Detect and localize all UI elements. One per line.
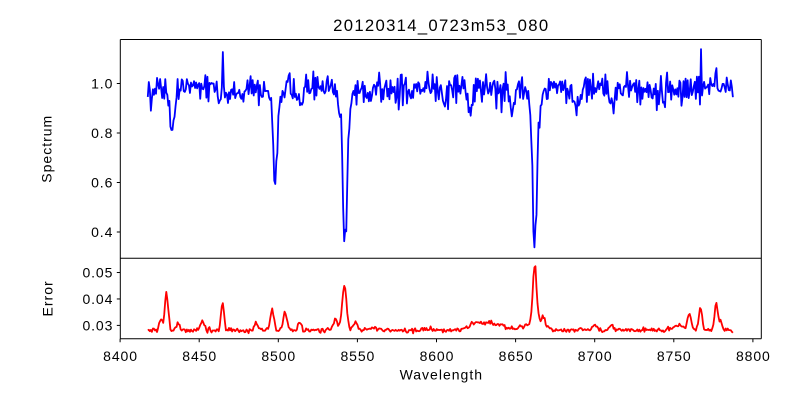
svg-text:20120314_0723m53_080: 20120314_0723m53_080 xyxy=(333,16,549,35)
svg-text:Error: Error xyxy=(40,280,56,316)
svg-text:8650: 8650 xyxy=(499,348,534,364)
svg-text:8600: 8600 xyxy=(420,348,455,364)
svg-text:0.6: 0.6 xyxy=(91,175,113,191)
svg-text:8700: 8700 xyxy=(578,348,613,364)
svg-text:Spectrum: Spectrum xyxy=(39,115,55,183)
svg-text:0.03: 0.03 xyxy=(82,318,113,334)
svg-text:1.0: 1.0 xyxy=(91,76,113,92)
svg-text:8500: 8500 xyxy=(261,348,296,364)
svg-text:0.05: 0.05 xyxy=(82,265,113,281)
svg-text:8800: 8800 xyxy=(736,348,771,364)
svg-text:8400: 8400 xyxy=(103,348,138,364)
svg-text:8750: 8750 xyxy=(657,348,692,364)
svg-text:8550: 8550 xyxy=(340,348,375,364)
svg-text:0.04: 0.04 xyxy=(82,291,113,307)
svg-text:Wavelength: Wavelength xyxy=(400,367,483,383)
svg-text:0.8: 0.8 xyxy=(91,125,113,141)
svg-text:8450: 8450 xyxy=(182,348,217,364)
svg-text:0.4: 0.4 xyxy=(91,224,113,240)
